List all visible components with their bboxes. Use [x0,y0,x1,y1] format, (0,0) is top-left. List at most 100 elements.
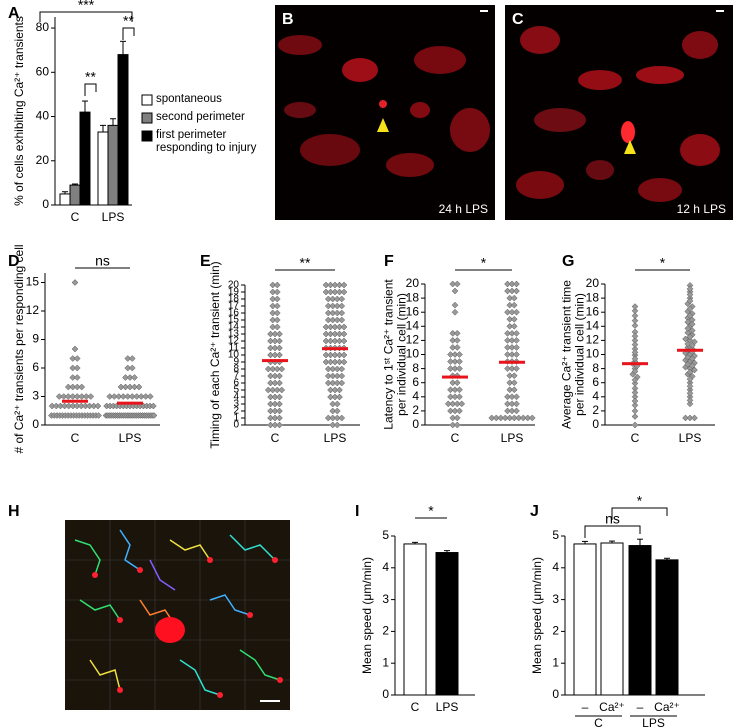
data-point [269,281,277,289]
data-point [631,376,639,384]
data-point [338,302,346,310]
data-point [322,351,330,359]
data-point [69,393,77,400]
data-point [508,308,516,316]
y-tick-label: 0 [382,687,389,701]
data-point [686,375,694,383]
data-point [504,287,511,295]
mean-line [442,375,468,379]
data-point [504,344,511,351]
data-point [322,323,330,331]
data-point [336,288,343,296]
legend-label: spontaneous [156,93,222,105]
data-point [324,295,332,303]
data-point [504,407,511,415]
data-point [267,421,274,429]
y-tick-label: 0 [233,420,239,431]
data-point [510,322,518,330]
y-tick-label: 3 [552,592,559,606]
data-point [276,372,283,380]
data-point [126,383,134,391]
data-point [449,280,457,288]
data-point [271,372,279,380]
y-tick-label: 2 [382,624,389,638]
data-point [631,380,639,387]
data-point [276,414,283,422]
data-point [453,421,461,429]
y-tick-label: 14 [228,322,240,333]
data-point [131,383,138,391]
significance-label: ** [123,13,134,29]
data-point [106,393,114,400]
data-point [333,295,341,303]
panel-label: F [384,253,394,270]
data-point [135,383,143,391]
data-point [271,414,279,422]
significance-label: ns [95,253,110,269]
data-point [269,316,277,324]
bar [69,184,81,206]
y-axis-label: per individual cell (min) [395,293,409,416]
data-point [340,351,348,359]
error-bar [72,183,78,186]
y-tick-label: 6 [32,360,39,374]
panel-label: I [355,503,359,520]
data-point [449,400,457,408]
data-point [506,301,514,309]
data-point [510,379,518,387]
y-tick-label: 12 [586,333,600,347]
y-tick-label: 15 [228,315,240,326]
bar [97,131,109,206]
y-tick-label: 0 [32,417,39,431]
data-point [331,281,339,289]
data-point [269,288,277,296]
y-tick-label: 20 [36,153,50,167]
data-point [453,344,461,351]
data-point [451,287,459,295]
y-tick-label: 20 [586,276,600,290]
data-point [271,351,279,359]
x-tick-label: Ca²⁺ [654,700,680,714]
data-point [631,341,639,348]
data-point [524,414,532,422]
data-point [451,407,459,415]
data-point [451,393,459,401]
data-point [506,372,514,380]
data-point [686,368,694,376]
data-point [686,333,694,341]
data-point [338,414,346,422]
data-point [267,344,274,352]
data-point [269,295,277,303]
data-point [691,414,698,422]
y-tick-label: 40 [36,109,50,123]
data-point [684,329,692,336]
data-point [322,358,330,366]
data-point [267,330,274,338]
data-point [336,358,343,366]
data-point [340,337,348,345]
data-point [82,393,90,400]
y-tick-label: 20 [228,280,240,291]
data-point [453,280,461,288]
x-tick-label: – [637,700,644,714]
data-point [329,316,337,324]
data-point [456,386,463,394]
significance-label: * [481,255,487,271]
data-point [267,414,274,422]
data-point [338,295,346,303]
panel-label: B [282,11,294,28]
y-tick-label: 14 [586,318,600,332]
data-point [504,308,511,316]
data-point [329,302,337,310]
error-bar [444,550,450,553]
data-point [329,295,337,303]
group-label: C [594,716,603,728]
data-point [117,383,125,391]
y-tick-label: 4 [233,392,239,403]
data-point [453,400,461,408]
data-point [691,366,698,374]
y-tick-label: 10 [228,350,240,361]
y-tick-label: 18 [586,290,600,304]
data-point [340,323,348,331]
data-point [94,402,102,410]
